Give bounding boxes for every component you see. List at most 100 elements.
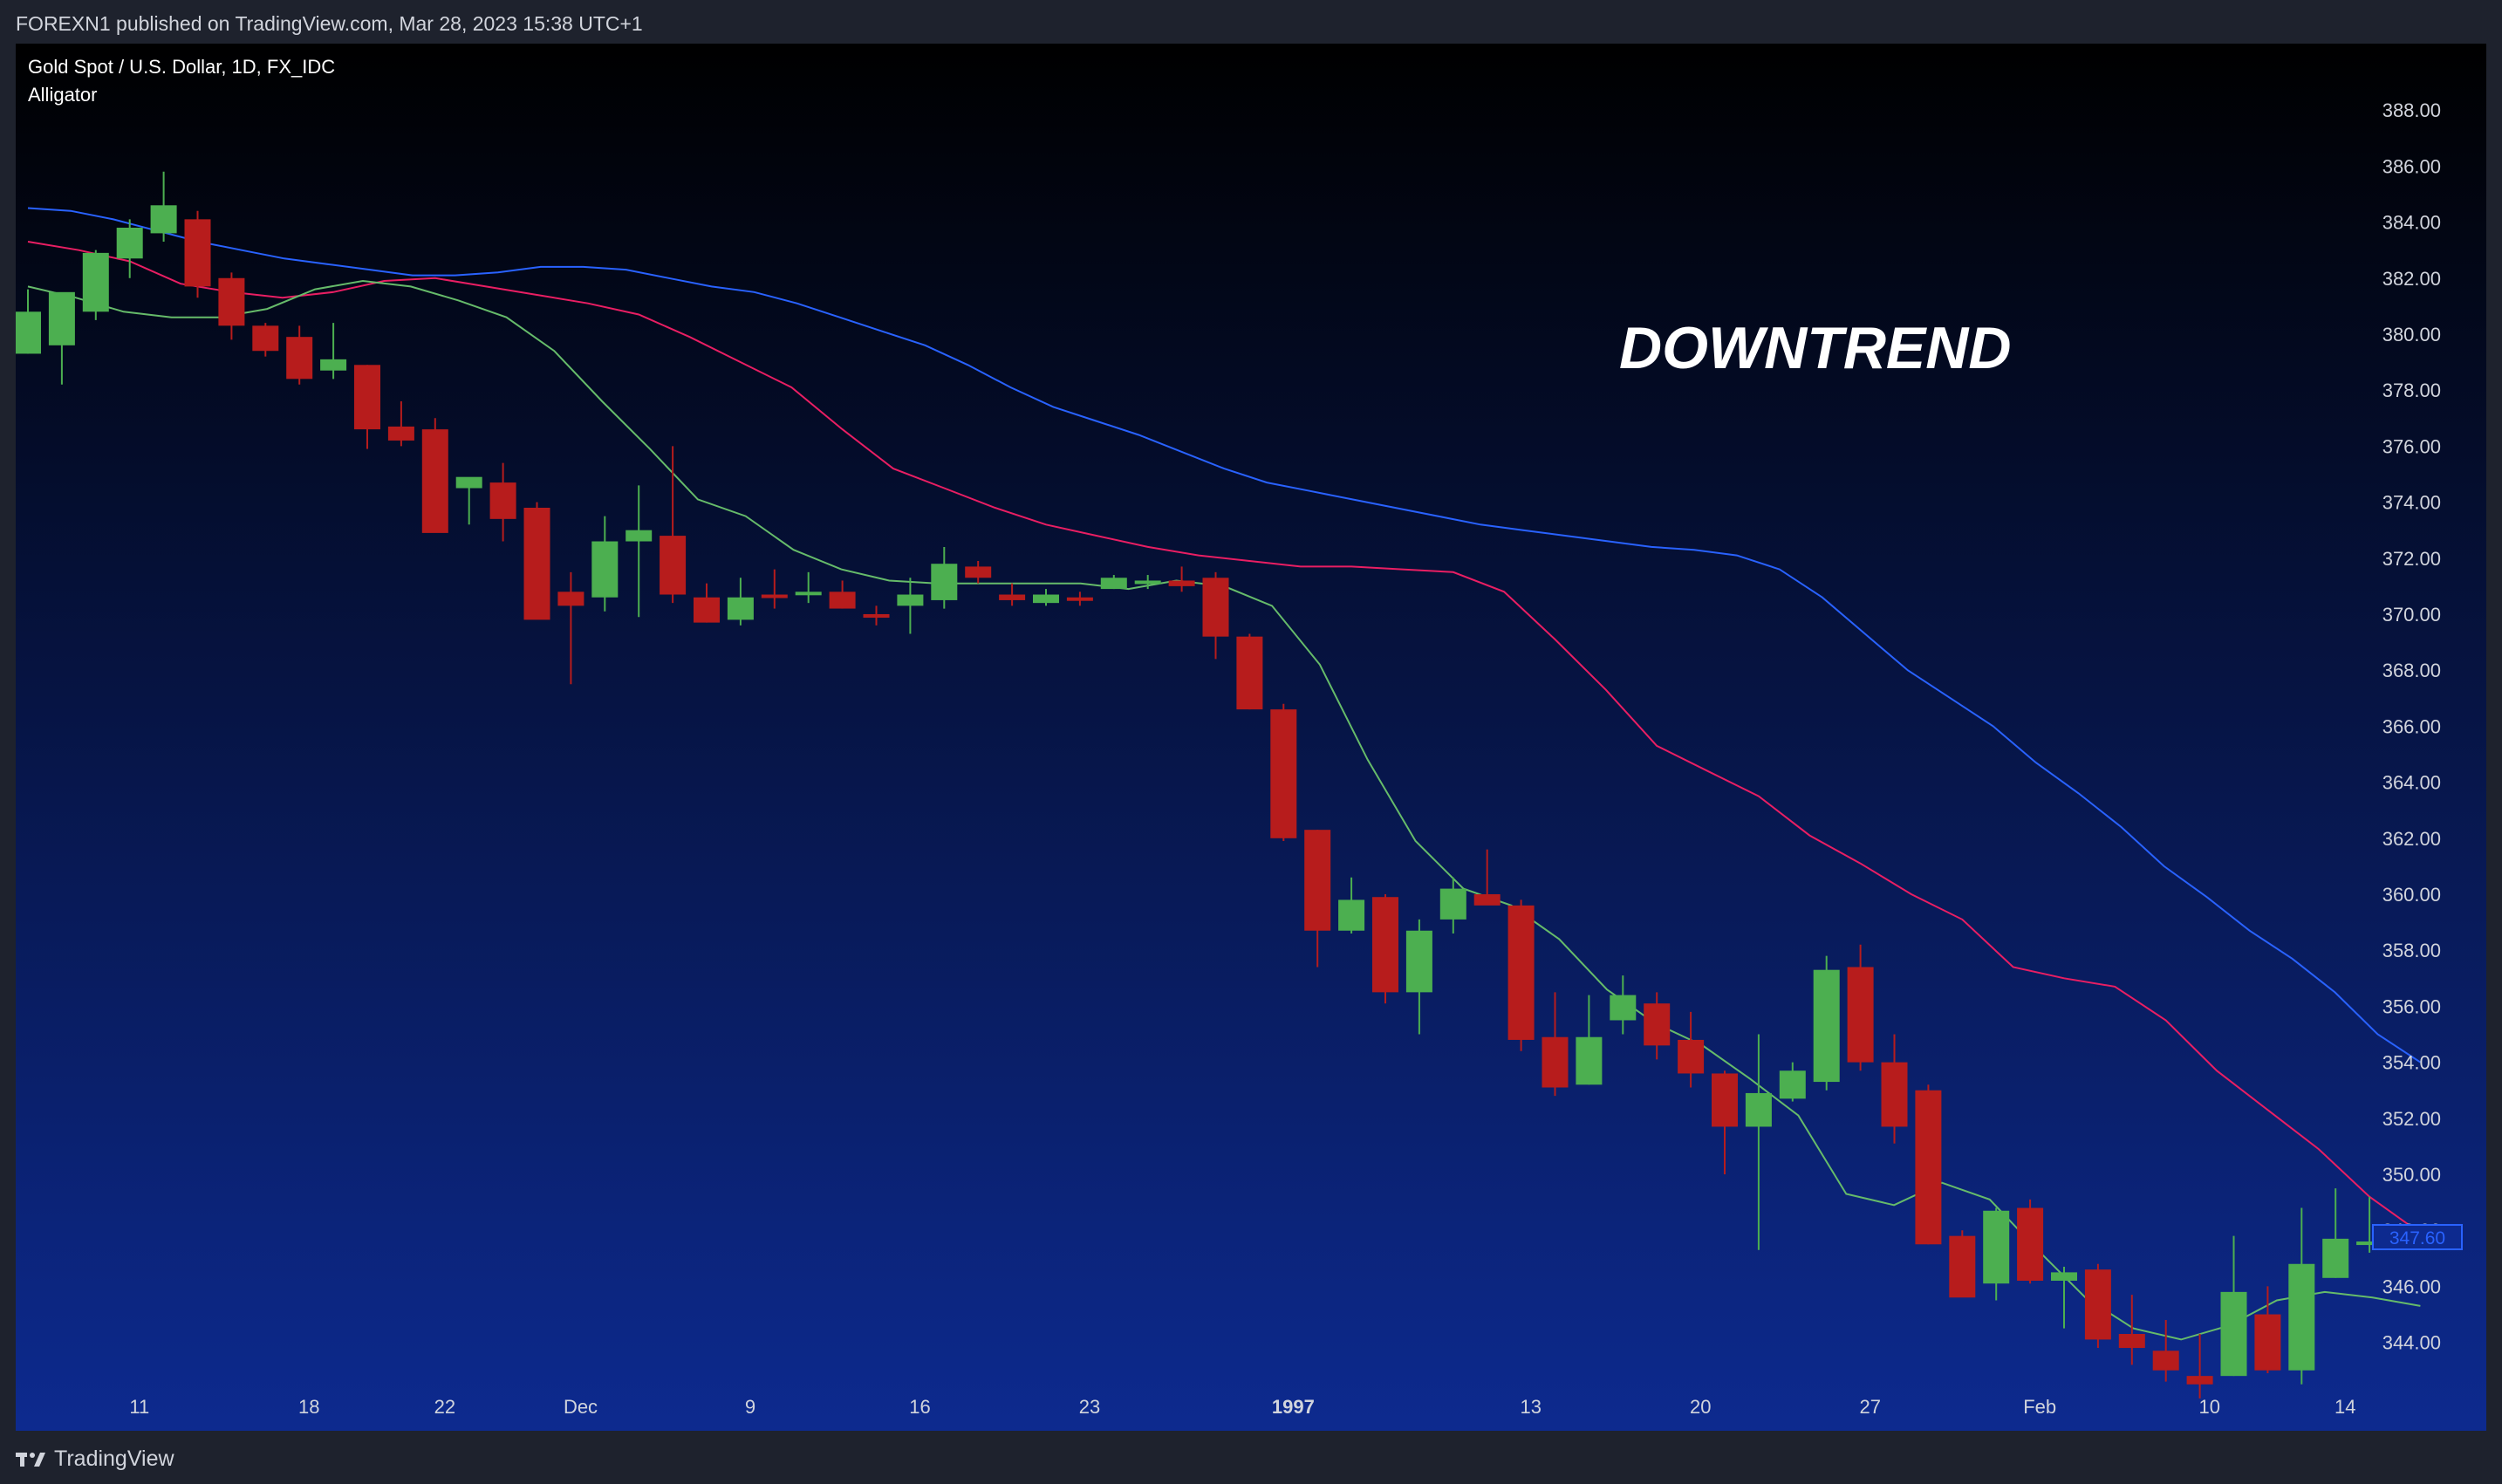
candle[interactable]: [15, 289, 41, 354]
candle[interactable]: [1439, 877, 1466, 933]
candle-body: [2288, 1263, 2315, 1371]
symbol-title: Gold Spot / U.S. Dollar, 1D, FX_IDC: [28, 56, 335, 78]
candle[interactable]: [320, 323, 347, 380]
candle[interactable]: [897, 578, 924, 634]
x-tick-label: 22: [434, 1396, 455, 1418]
candles: [15, 171, 2383, 1399]
candle[interactable]: [1678, 1011, 1705, 1088]
candle[interactable]: [1134, 575, 1161, 590]
candle[interactable]: [2288, 1207, 2315, 1385]
y-tick-label: 356.00: [2382, 995, 2441, 1017]
candle[interactable]: [2356, 1196, 2383, 1253]
candle[interactable]: [2254, 1286, 2281, 1373]
candle[interactable]: [626, 485, 653, 618]
candle[interactable]: [1033, 589, 1059, 606]
published-info: FOREXN1 published on TradingView.com, Ma…: [16, 12, 643, 35]
candle[interactable]: [252, 323, 279, 357]
alligator-teeth-line: [27, 241, 2421, 1234]
candle[interactable]: [1100, 575, 1127, 590]
candle-body: [727, 597, 754, 620]
candle[interactable]: [965, 560, 992, 584]
chart-svg[interactable]: 344.00346.00348.00350.00352.00354.00356.…: [15, 44, 2486, 1431]
candle-body: [455, 476, 482, 489]
candle[interactable]: [116, 219, 143, 278]
candle-body: [354, 365, 380, 430]
candle[interactable]: [1745, 1034, 1772, 1250]
candle[interactable]: [2051, 1266, 2077, 1329]
candle[interactable]: [2118, 1295, 2145, 1365]
candle[interactable]: [999, 583, 1026, 606]
candle[interactable]: [694, 583, 720, 623]
candle[interactable]: [1066, 592, 1093, 606]
candle[interactable]: [218, 272, 245, 340]
candle[interactable]: [1881, 1034, 1908, 1144]
price-chart[interactable]: 344.00346.00348.00350.00352.00354.00356.…: [15, 44, 2486, 1431]
candle-body: [2322, 1238, 2349, 1278]
candle[interactable]: [1372, 894, 1398, 1004]
candle[interactable]: [421, 418, 448, 533]
candle-body: [1405, 930, 1432, 993]
y-tick-label: 346.00: [2382, 1275, 2441, 1297]
alligator-jaw-line: [27, 207, 2421, 1063]
candle[interactable]: [1236, 633, 1263, 710]
candle[interactable]: [1304, 830, 1331, 968]
chart-background: [16, 44, 2486, 1431]
last-price-badge: 347.60: [2372, 1224, 2463, 1250]
candle[interactable]: [2152, 1319, 2179, 1382]
candle[interactable]: [455, 476, 482, 525]
candle[interactable]: [1542, 992, 1569, 1097]
y-tick-label: 350.00: [2382, 1164, 2441, 1186]
candle[interactable]: [1813, 955, 1840, 1091]
footer-brand[interactable]: TradingView: [16, 1446, 174, 1472]
candle-body: [829, 592, 856, 609]
candle[interactable]: [150, 171, 177, 243]
candle[interactable]: [2186, 1334, 2213, 1399]
candle[interactable]: [82, 250, 109, 320]
candle[interactable]: [1168, 566, 1195, 592]
candle[interactable]: [1712, 1070, 1738, 1175]
candle-body: [1372, 897, 1398, 993]
candle[interactable]: [489, 462, 516, 542]
candle[interactable]: [829, 580, 856, 609]
candle[interactable]: [1338, 877, 1365, 933]
footer: TradingView: [0, 1431, 2502, 1484]
candle[interactable]: [795, 571, 822, 604]
candle[interactable]: [557, 571, 584, 685]
candle[interactable]: [1270, 703, 1297, 842]
candle-body: [218, 277, 245, 326]
candle[interactable]: [2220, 1235, 2247, 1377]
candle-body: [2051, 1272, 2077, 1282]
candle[interactable]: [1473, 849, 1501, 906]
candle[interactable]: [1405, 919, 1432, 1035]
candle[interactable]: [354, 365, 380, 449]
candle[interactable]: [48, 291, 75, 385]
candle-body: [1678, 1039, 1705, 1074]
candle[interactable]: [1644, 992, 1671, 1060]
candle[interactable]: [727, 578, 754, 626]
candle[interactable]: [660, 446, 687, 604]
candle[interactable]: [931, 546, 958, 609]
candle[interactable]: [1983, 1207, 2010, 1301]
candle[interactable]: [2322, 1188, 2349, 1278]
candle[interactable]: [1847, 944, 1874, 1071]
candle[interactable]: [286, 325, 313, 385]
candle[interactable]: [523, 502, 550, 620]
candle[interactable]: [591, 516, 619, 612]
candle[interactable]: [387, 401, 414, 447]
candle[interactable]: [761, 569, 788, 609]
candle[interactable]: [1779, 1062, 1806, 1102]
candle[interactable]: [1576, 995, 1603, 1085]
candle[interactable]: [1949, 1230, 1976, 1298]
candle-body: [931, 564, 958, 600]
candle-body: [2152, 1351, 2179, 1371]
candle-body: [82, 252, 109, 312]
candle[interactable]: [1610, 975, 1637, 1035]
candle[interactable]: [1915, 1084, 1942, 1245]
candle[interactable]: [184, 210, 211, 298]
candle[interactable]: [1507, 899, 1535, 1051]
candle[interactable]: [2017, 1199, 2044, 1284]
candle[interactable]: [863, 605, 890, 626]
candle[interactable]: [2084, 1263, 2111, 1349]
candle-body: [1270, 709, 1297, 838]
candle[interactable]: [1202, 571, 1229, 660]
